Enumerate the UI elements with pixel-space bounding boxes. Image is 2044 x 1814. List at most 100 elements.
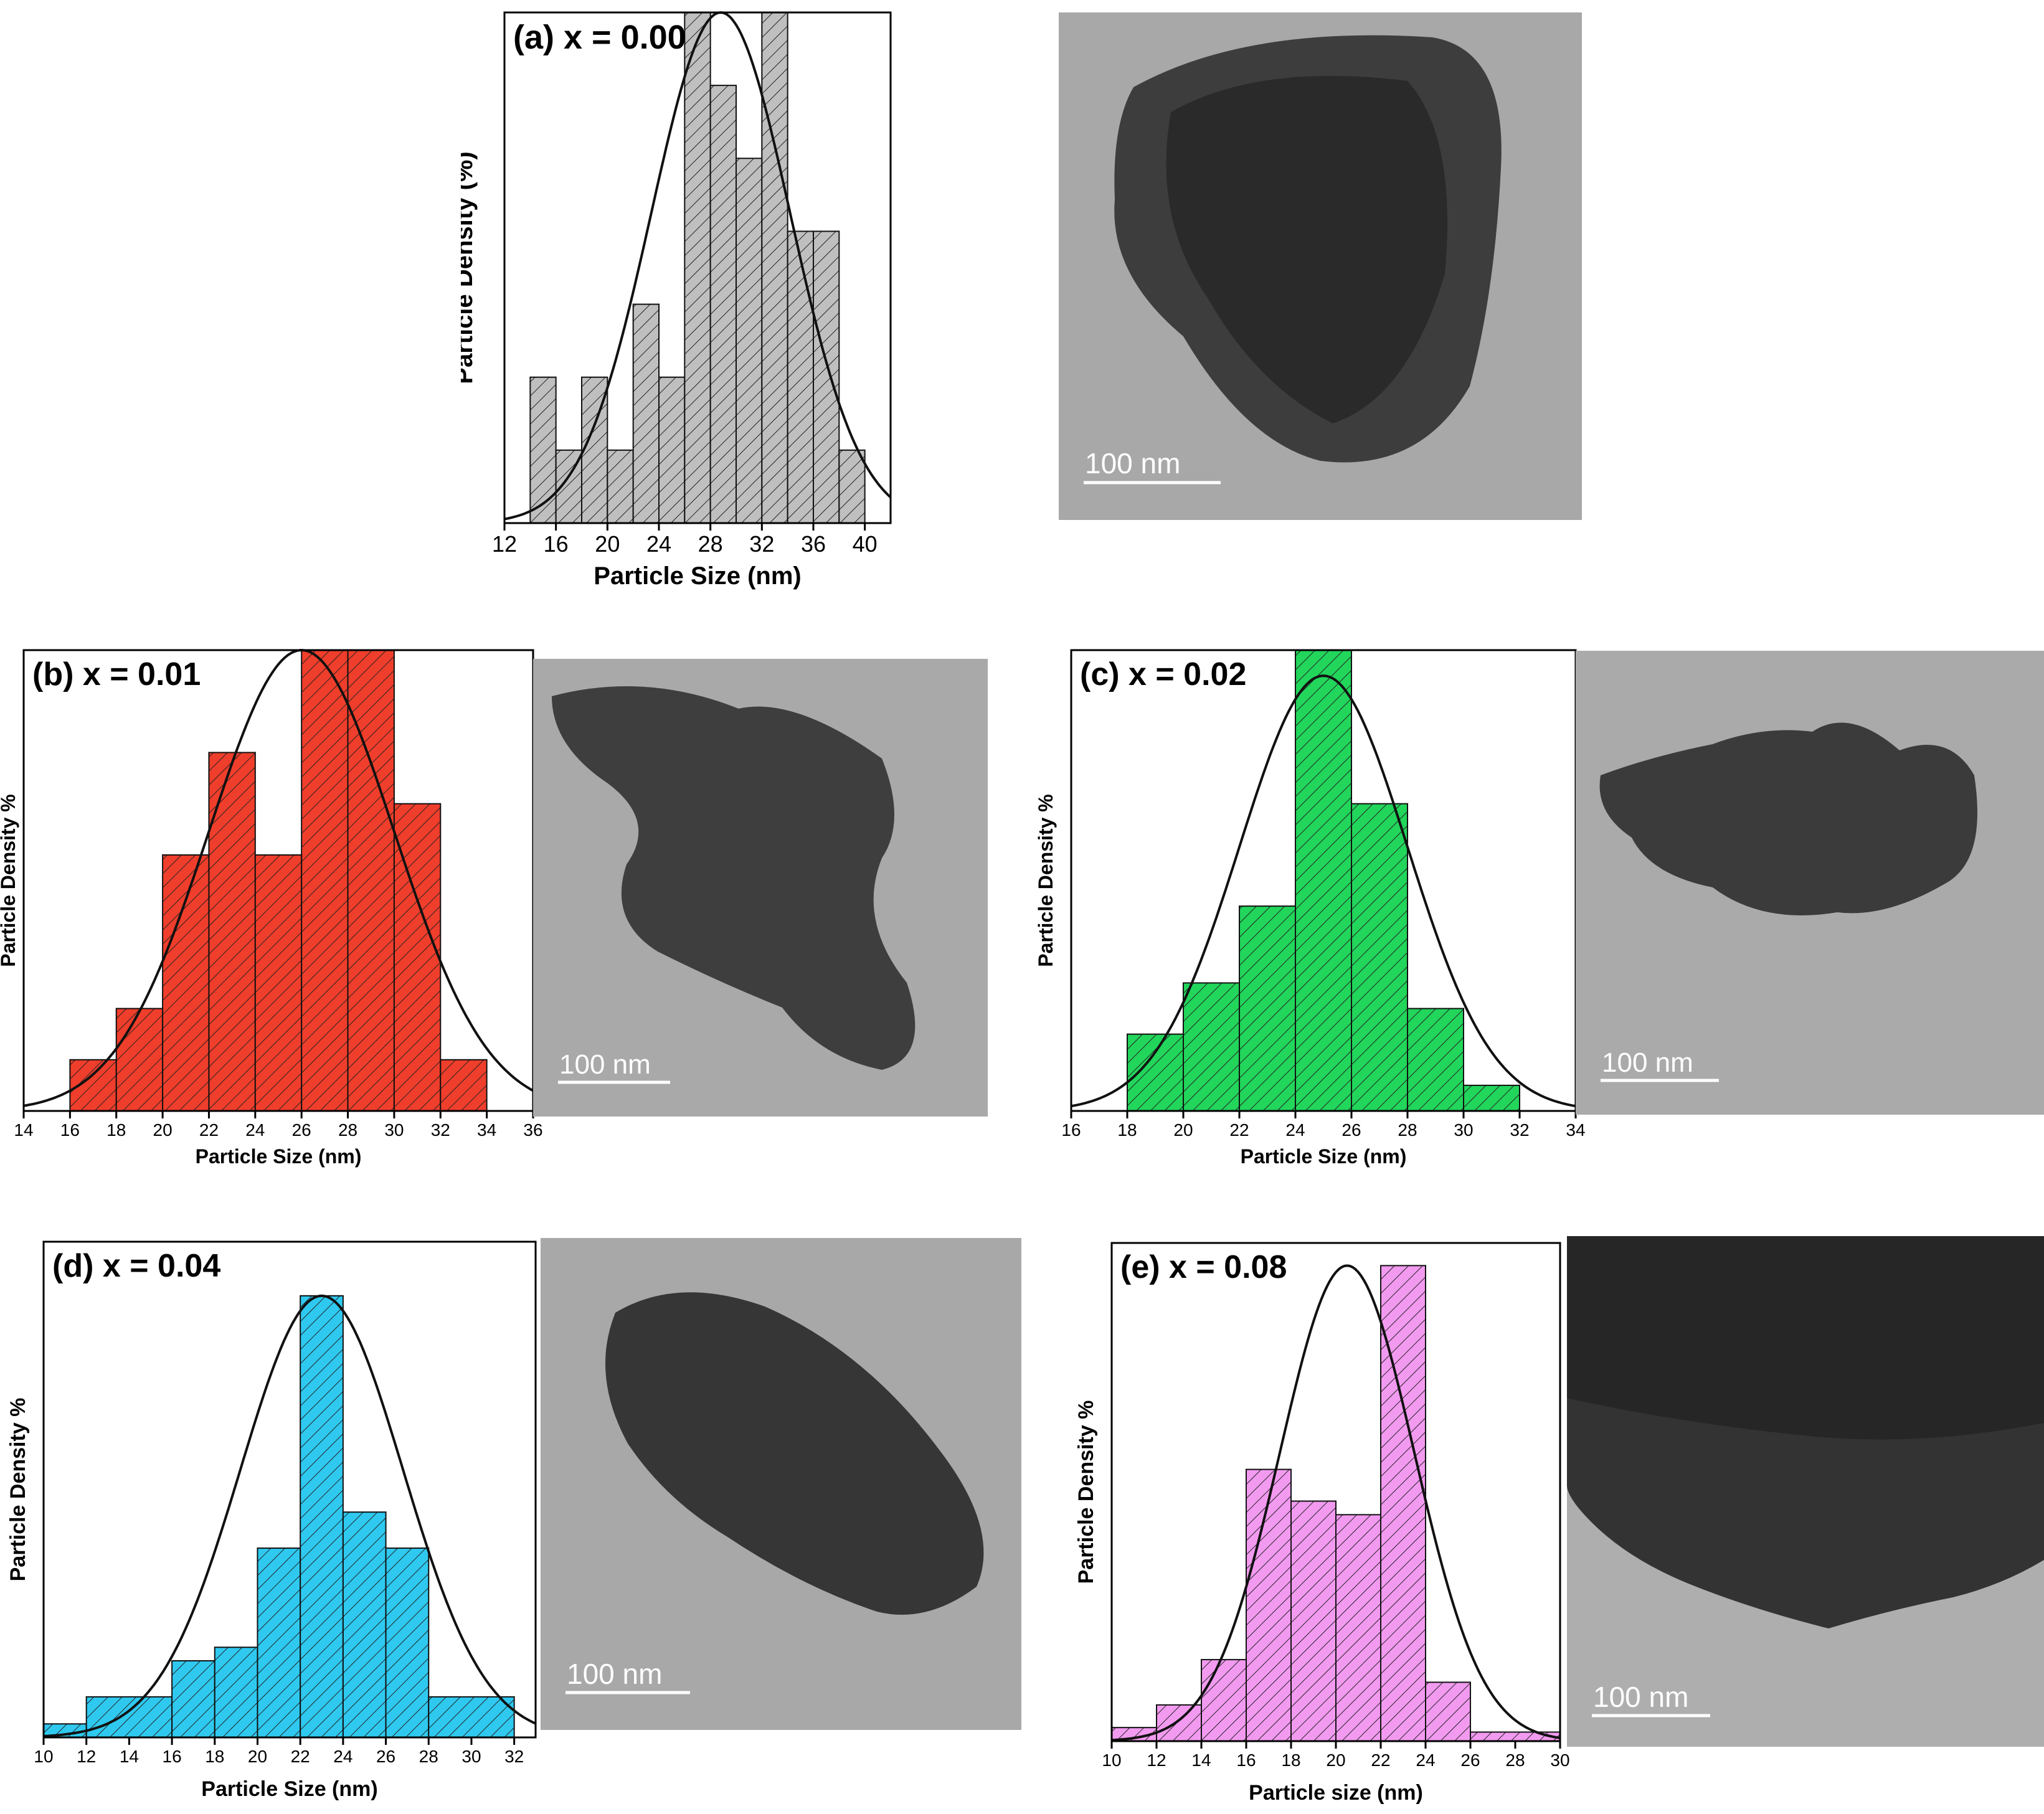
y-axis-label-c: Particle Density %: [1034, 794, 1057, 966]
histogram-bar-c-5: [1407, 1008, 1464, 1112]
histogram-bar-a-4: [632, 303, 660, 524]
histogram-bar-e-4: [1290, 1500, 1337, 1742]
tem-image-a: 100 nm: [1059, 12, 1582, 520]
histogram-bar-e-5: [1335, 1514, 1381, 1742]
histogram-bar-e-8: [1470, 1731, 1561, 1742]
x-axis-label-d: Particle Size (nm): [201, 1777, 377, 1801]
x-tick-label-e-3: 16: [1236, 1750, 1256, 1770]
x-tick-label-c-9: 34: [1566, 1120, 1585, 1140]
histogram-bar-a-7: [709, 85, 737, 524]
x-tick-label-a-7: 40: [853, 531, 878, 557]
plot-frame-d: [42, 1240, 537, 1739]
histogram-panel-b: 14 16 18 20 22 24 26 28 30 32 34 36 Particle Size (n…: [0, 641, 561, 1189]
x-tick-label-c-2: 20: [1173, 1120, 1193, 1140]
histogram-bar-c-6: [1463, 1084, 1520, 1112]
histogram-chart-d: 10 12 14 16 18 20 22 24 26 28 30 32 Particle Size (n…: [6, 1240, 537, 1801]
x-tick-label-b-11: 36: [523, 1120, 542, 1140]
x-tick-label-b-5: 24: [245, 1120, 265, 1140]
histogram-bar-c-4: [1351, 803, 1408, 1112]
histogram-bar-d-4: [257, 1547, 301, 1739]
panel-title-c: (c) x = 0.02: [1080, 656, 1246, 692]
histogram-bar-b-3: [208, 752, 256, 1112]
x-tick-label-d-1: 12: [77, 1747, 96, 1766]
x-tick-label-b-2: 18: [106, 1120, 126, 1140]
histogram-bar-a-10: [787, 230, 815, 524]
histogram-bar-b-8: [440, 1059, 488, 1112]
plot-frame-a: [503, 11, 892, 524]
x-tick-label-b-6: 26: [292, 1120, 311, 1140]
histogram-bar-b-5: [301, 650, 349, 1112]
histogram-panel-a: 12 16 20 24 28 32 36 40 Particle Size (nm) Partic…: [450, 0, 1059, 598]
x-tick-label-e-10: 30: [1550, 1750, 1569, 1770]
x-tick-label-b-1: 16: [60, 1120, 80, 1140]
x-tick-label-e-0: 10: [1102, 1750, 1121, 1770]
x-tick-label-b-9: 32: [431, 1120, 450, 1140]
x-tick-label-a-2: 20: [595, 531, 620, 557]
histogram-bar-e-2: [1201, 1659, 1247, 1742]
histogram-bar-e-3: [1246, 1468, 1292, 1742]
x-tick-label-b-10: 34: [477, 1120, 496, 1140]
scale-bar-label-e: 100 nm: [1593, 1681, 1688, 1713]
x-tick-label-c-7: 30: [1454, 1120, 1473, 1140]
histogram-bar-a-11: [813, 230, 840, 524]
x-tick-label-d-7: 24: [333, 1747, 352, 1766]
scale-bar-label-a: 100 nm: [1085, 447, 1180, 479]
histogram-panel-d: 10 12 14 16 18 20 22 24 26 28 30 32 Particle Size (n…: [0, 1227, 548, 1811]
histogram-bar-d-8: [428, 1696, 515, 1739]
x-tick-label-d-0: 10: [34, 1747, 53, 1766]
histogram-bar-c-3: [1295, 650, 1352, 1112]
gaussian-fit-curve-d: [43, 1294, 536, 1737]
gaussian-fit-curve-a: [504, 11, 892, 521]
histogram-chart-a: 12 16 20 24 28 32 36 40 Particle Size (nm) Partic…: [450, 11, 892, 590]
scale-bar-label-b: 100 nm: [559, 1049, 651, 1080]
histogram-bar-a-8: [736, 158, 763, 524]
x-tick-label-b-8: 30: [384, 1120, 404, 1140]
scale-bar-label-c: 100 nm: [1602, 1047, 1693, 1078]
x-tick-label-c-3: 22: [1229, 1120, 1249, 1140]
x-tick-label-d-5: 20: [248, 1747, 267, 1766]
histogram-bar-e-6: [1380, 1265, 1426, 1742]
histogram-bar-b-6: [347, 650, 395, 1112]
tem-micrograph-d: 100 nm: [541, 1238, 1021, 1730]
y-axis-label-d: Particle Density %: [6, 1398, 30, 1582]
x-tick-label-d-10: 30: [461, 1747, 481, 1766]
gaussian-fit-curve-e: [1111, 1264, 1561, 1742]
histogram-panel-c: 16 18 20 22 24 26 28 30 32 34 Particle Size (nm) Pa…: [1028, 641, 1588, 1189]
histogram-bar-b-4: [254, 854, 303, 1112]
histogram-bar-b-1: [115, 1008, 164, 1112]
x-tick-label-c-5: 26: [1341, 1120, 1361, 1140]
x-tick-label-d-11: 32: [504, 1747, 524, 1766]
x-tick-label-a-1: 16: [544, 531, 569, 557]
x-tick-label-d-3: 16: [163, 1747, 182, 1766]
x-axis-label-a: Particle Size (nm): [594, 562, 801, 590]
x-tick-label-d-9: 28: [419, 1747, 438, 1766]
histogram-bar-c-0: [1127, 1033, 1184, 1112]
x-tick-label-c-6: 28: [1398, 1120, 1417, 1140]
x-tick-label-a-5: 32: [749, 531, 774, 557]
histogram-bar-c-2: [1239, 905, 1296, 1112]
panel-title-b: (b) x = 0.01: [32, 656, 201, 692]
histogram-chart-c: 16 18 20 22 24 26 28 30 32 34 Particle Size (nm) Pa…: [1034, 649, 1586, 1168]
x-tick-label-c-0: 16: [1061, 1120, 1081, 1140]
x-tick-label-a-6: 36: [801, 531, 826, 557]
x-tick-label-a-3: 24: [646, 531, 671, 557]
y-axis-label-a: Particle Density (%): [461, 151, 478, 384]
histogram-bar-e-7: [1425, 1681, 1471, 1742]
x-tick-label-e-8: 26: [1460, 1750, 1480, 1770]
histogram-chart-e: 10 12 14 16 18 20 22 24 26 28 30 Particle size (nm)…: [1074, 1242, 1570, 1805]
tem-micrograph-a: 100 nm: [1059, 12, 1582, 520]
tem-micrograph-b: 100 nm: [533, 659, 988, 1117]
x-tick-label-e-9: 28: [1505, 1750, 1525, 1770]
histogram-bar-b-2: [162, 854, 210, 1112]
x-tick-label-c-8: 32: [1510, 1120, 1529, 1140]
histogram-bar-d-7: [385, 1547, 430, 1739]
gaussian-fit-curve-c: [1071, 674, 1576, 1108]
histogram-bar-d-2: [171, 1660, 215, 1738]
x-tick-label-d-2: 14: [120, 1747, 139, 1766]
tem-image-d: 100 nm: [541, 1238, 1021, 1730]
x-tick-label-b-7: 28: [338, 1120, 357, 1140]
scale-bar-label-d: 100 nm: [567, 1658, 662, 1690]
x-tick-label-c-4: 24: [1285, 1120, 1305, 1140]
gaussian-fit-curve-b: [23, 648, 534, 1107]
histogram-bar-a-3: [607, 449, 634, 524]
